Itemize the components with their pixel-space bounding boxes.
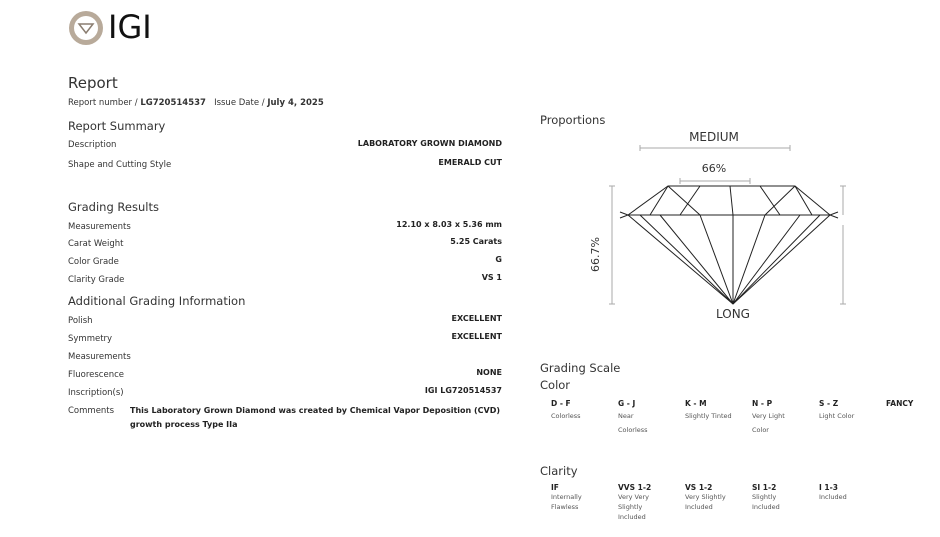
grade-desc: Included xyxy=(819,493,847,501)
clarity-grade-item: VVS 1-2 Very Very Slightly Included xyxy=(618,483,656,522)
girdle-label: MEDIUM xyxy=(689,130,739,144)
row-label: Polish xyxy=(68,316,93,326)
grade: SI 1-2 xyxy=(752,483,777,492)
table-label: 66% xyxy=(701,162,727,175)
culet-label: LONG xyxy=(716,307,750,321)
grade: VVS 1-2 xyxy=(618,483,652,492)
comments-label: Comments xyxy=(68,406,115,416)
grade: S - Z xyxy=(819,399,839,408)
row-value: LABORATORY GROWN DIAMOND xyxy=(357,139,502,148)
row-label: Carat Weight xyxy=(68,239,124,249)
row-label: Symmetry xyxy=(68,334,113,344)
grade-desc: Colorless xyxy=(551,412,581,420)
grade-desc: Light Color xyxy=(819,412,855,420)
summary-title: Report Summary xyxy=(68,119,166,133)
grade: G - J xyxy=(618,399,636,408)
proportions-title: Proportions xyxy=(540,113,606,127)
additional-title: Additional Grading Information xyxy=(68,294,246,308)
issue-date: July 4, 2025 xyxy=(267,98,324,108)
comments-text: This Laboratory Grown Diamond was create… xyxy=(130,406,500,429)
row-value: 5.25 Carats xyxy=(450,237,502,246)
clarity-grade-item: VS 1-2 Very Slightly Included xyxy=(685,483,735,512)
diamond-proportions-diagram xyxy=(609,145,846,305)
row-value: EXCELLENT xyxy=(451,332,503,341)
row-value: IGI LG720514537 xyxy=(424,386,502,395)
color-grade-item: D - F Colorless xyxy=(551,399,611,423)
grade-desc: Very Slightly Included xyxy=(685,493,726,511)
color-grade-item: N - P Very Light Color xyxy=(752,399,797,437)
row-label: Measurements xyxy=(68,222,131,232)
igi-seal-icon xyxy=(69,11,103,45)
row-label: Description xyxy=(68,140,117,150)
row-value: VS 1 xyxy=(481,273,502,282)
color-grade-item: K - M Slightly Tinted xyxy=(685,399,745,423)
clarity-grade-item: I 1-3 Included xyxy=(819,483,869,502)
grade: I 1-3 xyxy=(819,483,838,492)
row-label: Shape and Cutting Style xyxy=(68,160,172,170)
row-label: Inscription(s) xyxy=(68,388,124,398)
grade-desc: Slightly Tinted xyxy=(685,412,732,420)
row-label: Clarity Grade xyxy=(68,275,125,285)
grade-desc: Internally Flawless xyxy=(551,493,582,511)
grading-scale-title: Grading Scale xyxy=(540,361,621,375)
report-meta: Report number / LG720514537 Issue Date /… xyxy=(68,98,324,108)
row-label: Color Grade xyxy=(68,257,119,267)
color-grade-item: S - Z Light Color xyxy=(819,399,879,423)
clarity-scale-title: Clarity xyxy=(540,464,578,478)
grade: N - P xyxy=(752,399,773,408)
report-title: Report xyxy=(68,74,118,92)
report-number: LG720514537 xyxy=(140,98,206,108)
color-grade-item: G - J Near Colorless xyxy=(618,399,663,437)
row-value: 12.10 x 8.03 x 5.36 mm xyxy=(396,220,502,229)
grade-desc: Slightly Included xyxy=(752,493,780,511)
row-value: EXCELLENT xyxy=(451,314,503,323)
color-grade-item: FANCY xyxy=(886,399,913,408)
issue-date-label: Issue Date / xyxy=(214,98,265,108)
color-scale-title: Color xyxy=(540,378,571,392)
clarity-grade-item: IF Internally Flawless xyxy=(551,483,591,512)
report-number-label: Report number / xyxy=(68,98,138,108)
grade: D - F xyxy=(551,399,571,408)
grade: K - M xyxy=(685,399,707,408)
row-label: Fluorescence xyxy=(68,370,124,380)
grading-title: Grading Results xyxy=(68,200,159,214)
grade: VS 1-2 xyxy=(685,483,713,492)
clarity-grade-item: SI 1-2 Slightly Included xyxy=(752,483,787,512)
row-value: G xyxy=(495,255,502,264)
row-value: EMERALD CUT xyxy=(438,158,502,167)
grade: IF xyxy=(551,483,559,492)
grade: FANCY xyxy=(886,399,914,408)
grade-desc: Very Light Color xyxy=(752,412,785,434)
row-value: NONE xyxy=(476,368,502,377)
grade-desc: Near Colorless xyxy=(618,412,648,434)
grade-desc: Very Very Slightly Included xyxy=(618,493,649,521)
row-label: Measurements xyxy=(68,352,131,362)
logo-text: IGI xyxy=(108,8,152,46)
